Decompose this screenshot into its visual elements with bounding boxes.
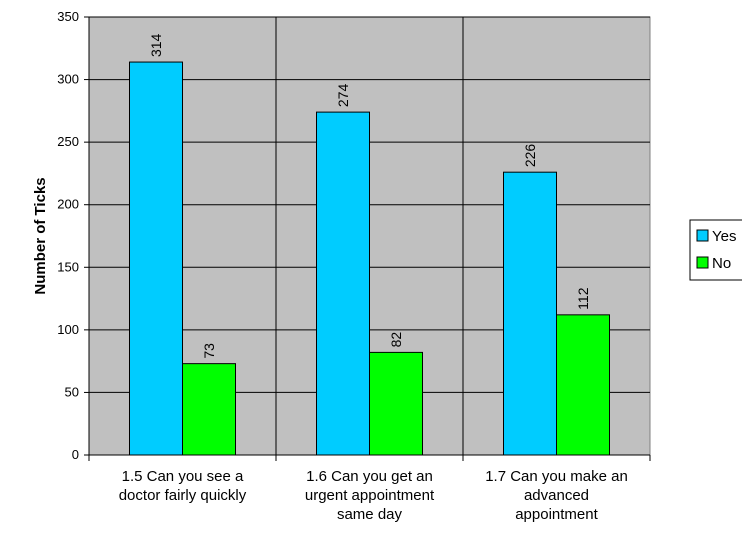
data-label: 73 <box>201 343 217 359</box>
legend-label-yes: Yes <box>712 228 736 245</box>
category-label: same day <box>337 506 403 523</box>
category-label: 1.6 Can you get an <box>306 468 433 485</box>
bar-no <box>369 351 423 456</box>
data-label: 226 <box>522 144 538 168</box>
y-tick-label: 150 <box>57 259 79 274</box>
bars <box>129 61 610 456</box>
y-tick-label: 300 <box>57 72 79 87</box>
y-tick-label: 200 <box>57 197 79 212</box>
y-tick-label: 250 <box>57 134 79 149</box>
y-tick-label: 350 <box>57 9 79 24</box>
y-axis-title: Number of Ticks <box>32 177 49 294</box>
category-label: urgent appointment <box>305 487 435 504</box>
legend: Yes No <box>689 219 742 281</box>
x-axis-ticks <box>88 455 651 461</box>
legend-swatch-no <box>696 256 709 269</box>
data-label: 314 <box>148 33 164 57</box>
category-labels: 1.5 Can you see a doctor fairly quickly 1.… <box>119 468 628 523</box>
category-label: appointment <box>515 506 598 523</box>
bar-yes <box>503 171 557 456</box>
y-tick-label: 50 <box>65 384 79 399</box>
bar-yes <box>129 61 183 456</box>
category-label: 1.7 Can you make an <box>485 468 628 485</box>
y-tick-label: 0 <box>72 447 79 462</box>
y-axis-ticks: 0 50 100 150 200 250 300 350 <box>57 9 89 462</box>
category-label: doctor fairly quickly <box>119 487 247 504</box>
legend-swatch-yes <box>696 229 709 242</box>
category-label: 1.5 Can you see a <box>122 468 244 485</box>
data-labels: 314 73 274 82 226 112 <box>148 33 591 358</box>
data-label: 82 <box>388 332 404 348</box>
legend-label-no: No <box>712 255 731 272</box>
bar-no <box>556 314 610 456</box>
y-tick-label: 100 <box>57 322 79 337</box>
bar-no <box>182 363 236 456</box>
data-label: 274 <box>335 84 351 108</box>
category-label: advanced <box>524 487 589 504</box>
data-label: 112 <box>575 287 591 310</box>
bar-yes <box>316 111 370 456</box>
